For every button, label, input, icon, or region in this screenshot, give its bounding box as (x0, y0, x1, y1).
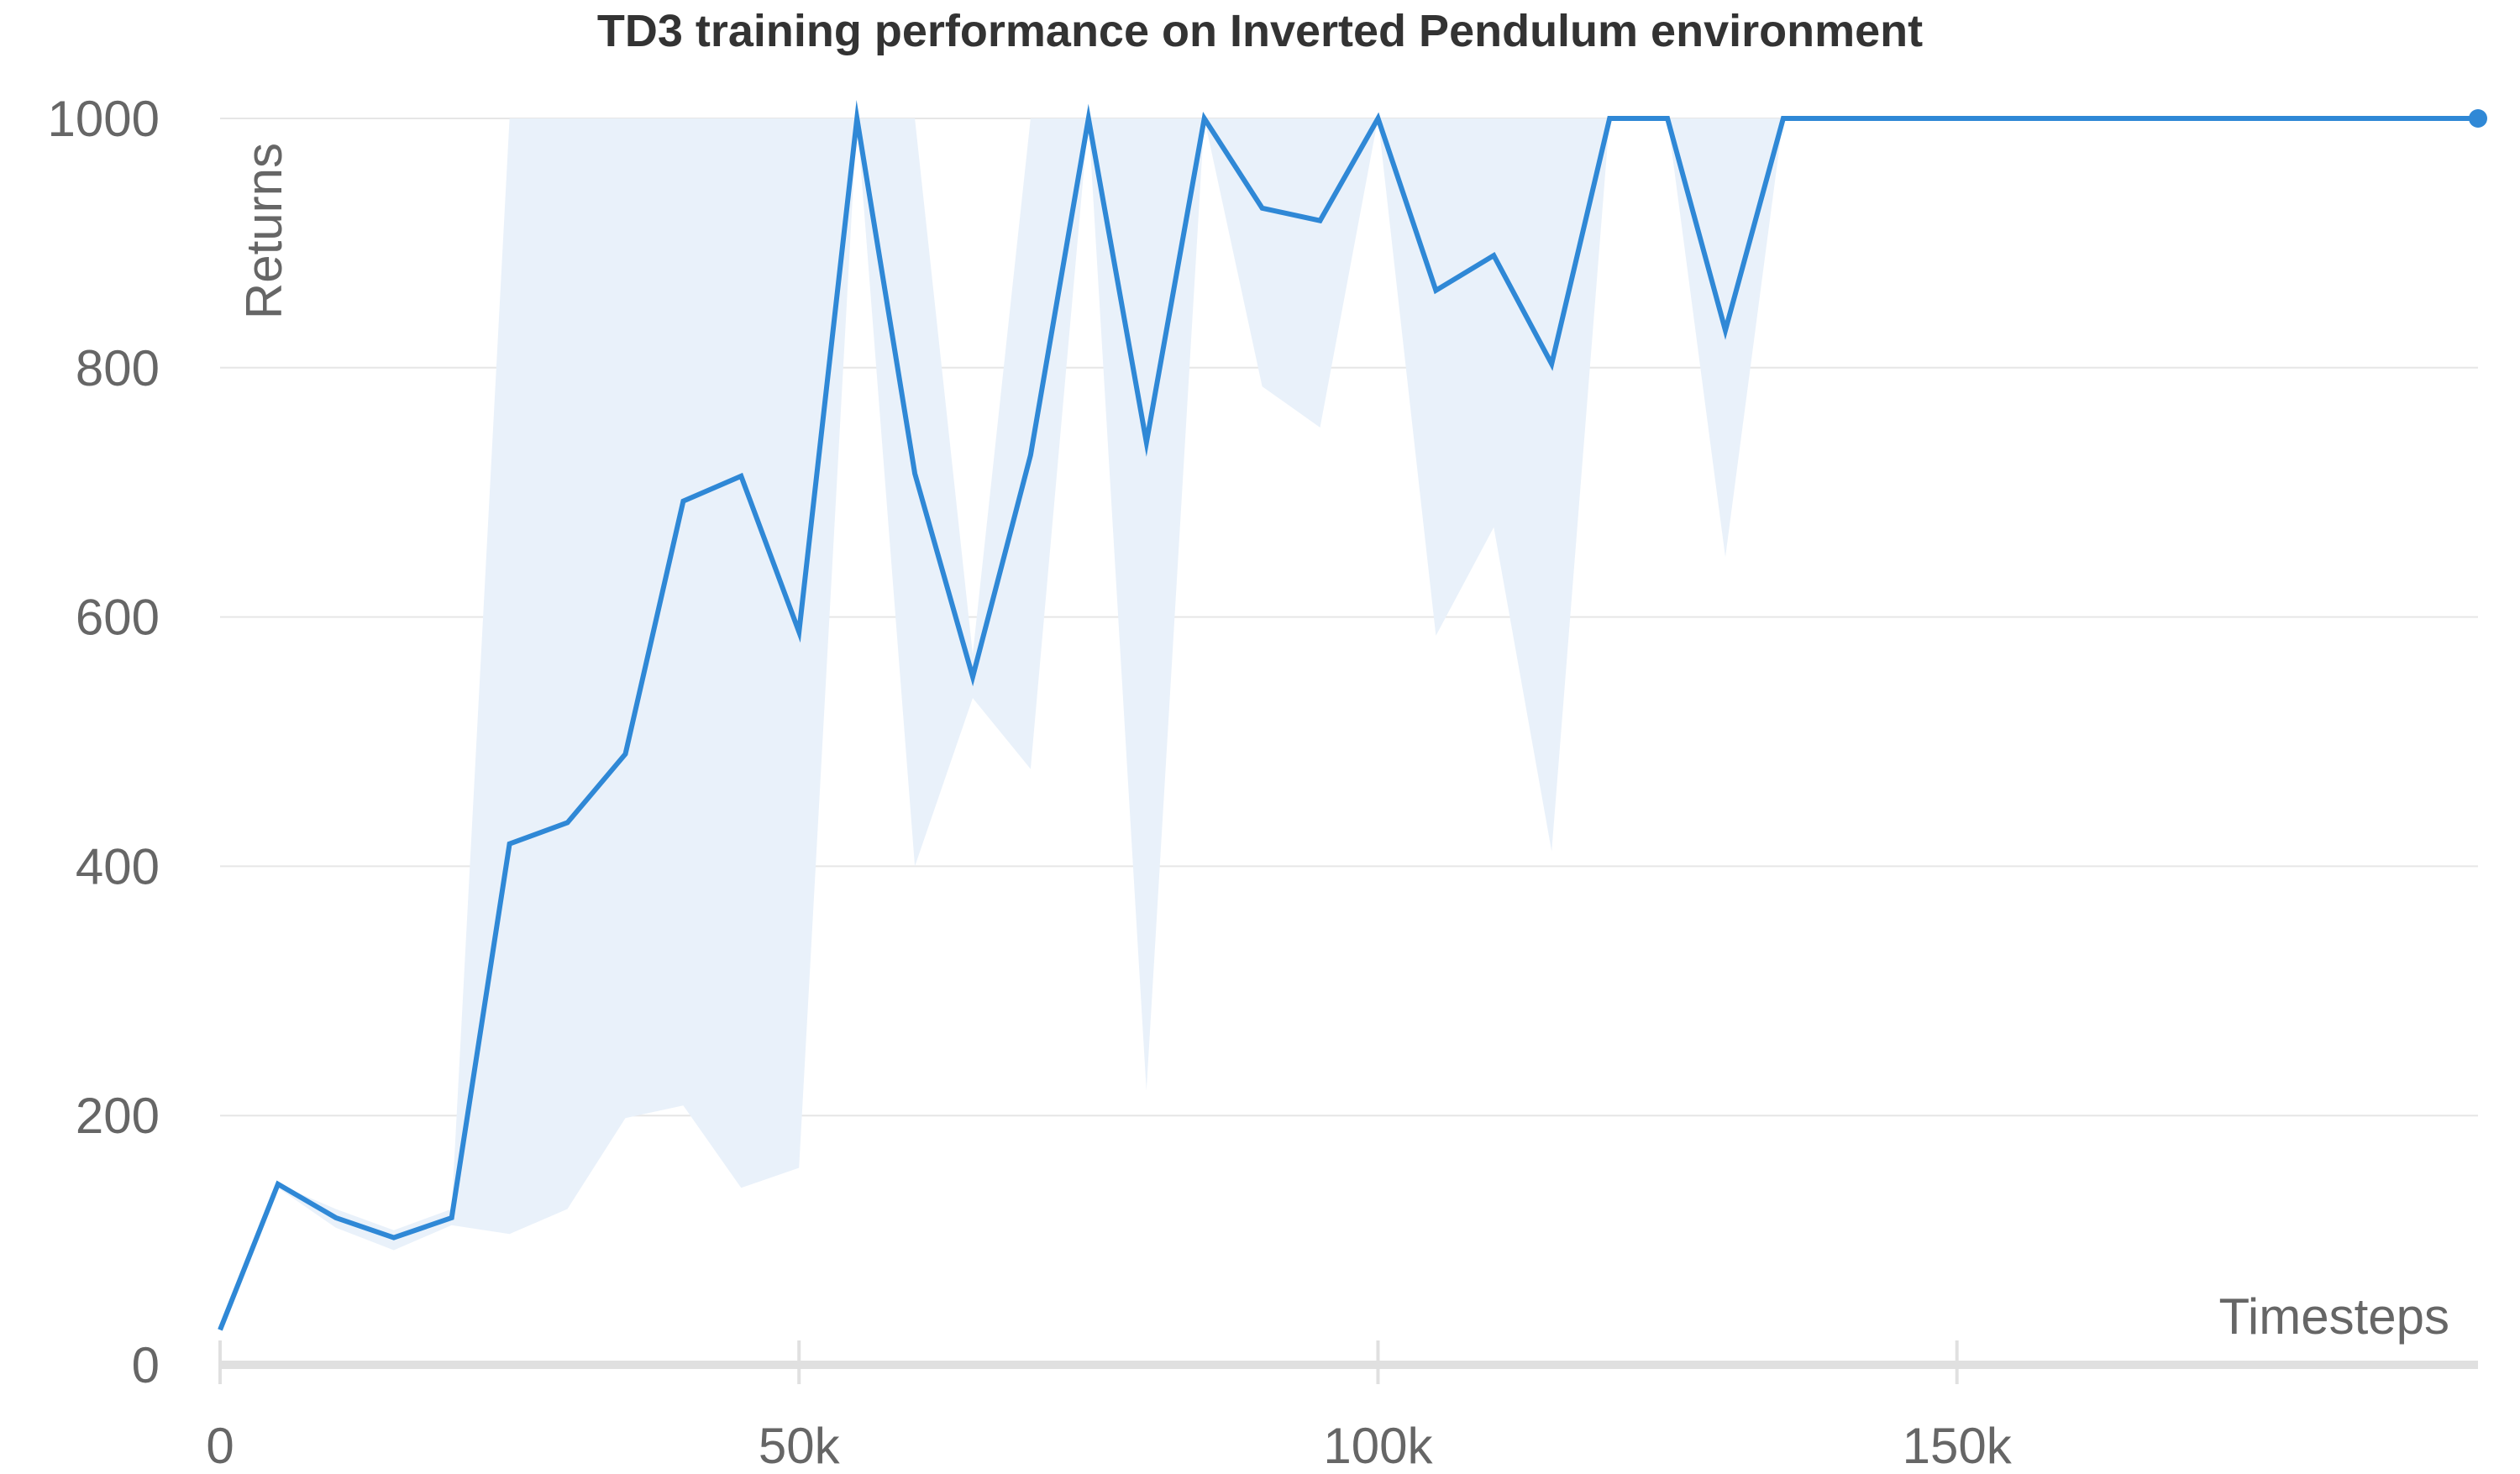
y-tick-label: 0 (132, 1337, 160, 1393)
series-layer (218, 100, 2487, 1331)
chart-title: TD3 training performance on Inverted Pen… (597, 6, 1923, 56)
x-axis (218, 1340, 2478, 1384)
data-point-last[interactable] (2469, 109, 2487, 128)
y-tick-label: 400 (76, 838, 160, 894)
x-tick-label: 0 (206, 1418, 234, 1470)
x-tick-label: 50k (759, 1418, 841, 1470)
y-axis-tick-labels: 0 200 400 600 800 1000 (48, 91, 160, 1393)
x-tick-label: 100k (1323, 1418, 1433, 1470)
x-axis-label: Timesteps (2218, 1288, 2449, 1345)
x-tick-label: 150k (1903, 1418, 2013, 1470)
confidence-band (220, 118, 2478, 1330)
x-axis-tick-labels: 0 50k 100k 150k (206, 1418, 2013, 1474)
y-axis-label: Returns (236, 143, 292, 319)
y-tick-label: 200 (76, 1088, 160, 1144)
y-tick-label: 1000 (48, 91, 160, 147)
y-tick-label: 600 (76, 590, 160, 646)
confidence-band-layer (220, 118, 2478, 1330)
y-tick-label: 800 (76, 340, 160, 396)
series-line (218, 100, 2478, 1331)
